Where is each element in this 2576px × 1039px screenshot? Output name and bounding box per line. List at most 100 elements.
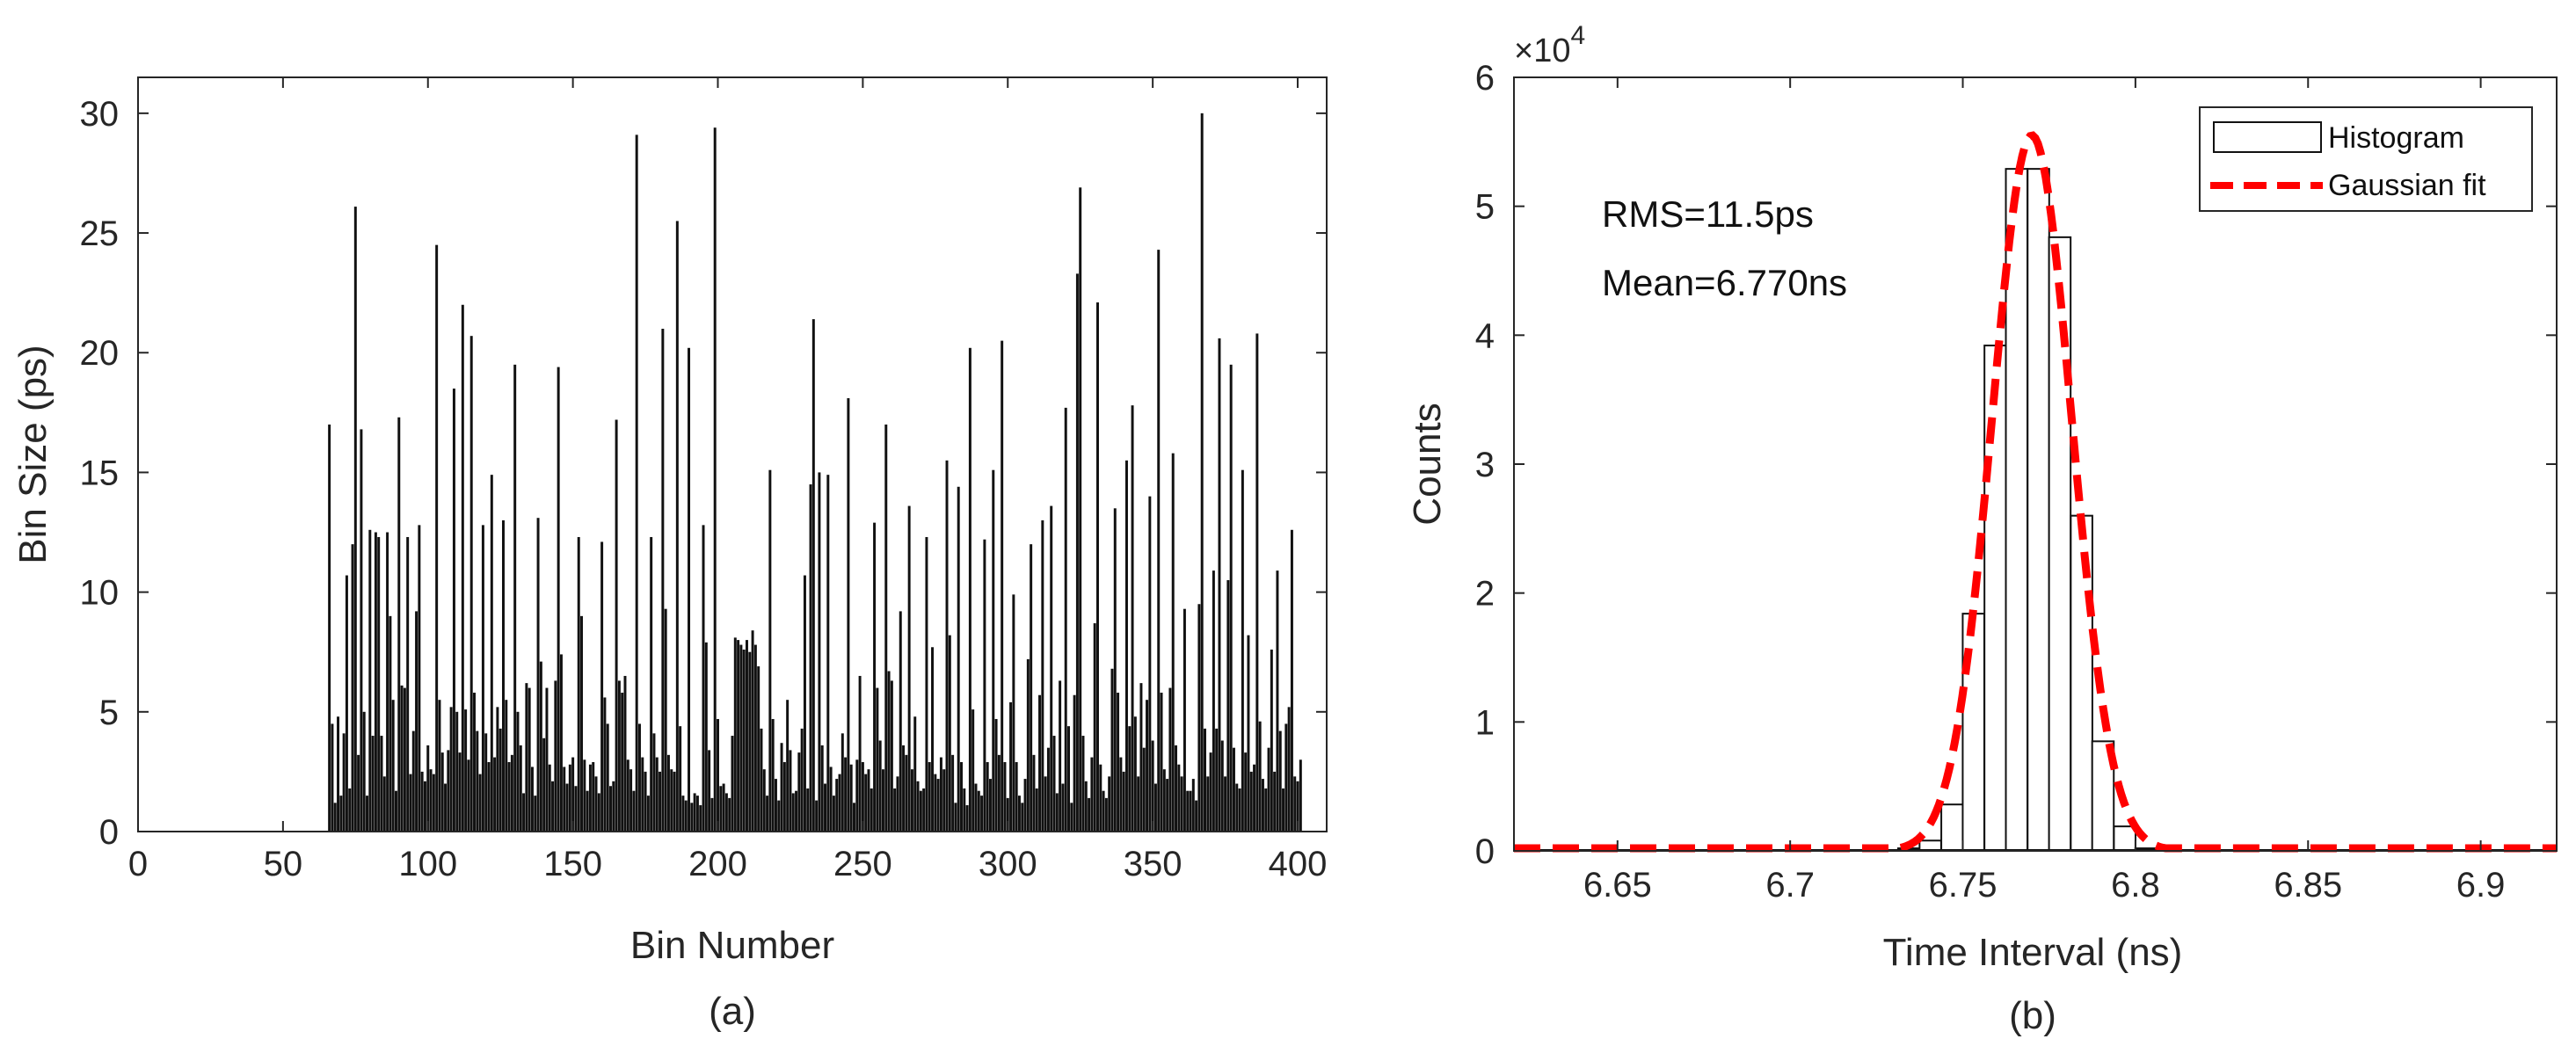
y-tick-label: 25 xyxy=(80,214,120,253)
bin-bar xyxy=(684,800,688,832)
bin-bar xyxy=(922,788,926,832)
bin-bar xyxy=(351,544,354,832)
y-tick-label: 20 xyxy=(80,334,120,373)
bin-bar xyxy=(490,475,493,832)
y-tick-label: 2 xyxy=(1475,575,1495,614)
bin-bar xyxy=(484,733,488,832)
bin-bar xyxy=(1119,757,1123,832)
bin-bar xyxy=(853,803,855,832)
bin-bar xyxy=(760,728,763,832)
bin-bar xyxy=(606,723,609,832)
bin-bar xyxy=(673,771,676,832)
bin-bar xyxy=(881,769,884,832)
bin-bar xyxy=(1151,740,1154,832)
bin-bar xyxy=(1030,544,1033,832)
bin-bar xyxy=(1117,693,1120,832)
bin-bar xyxy=(1064,407,1067,832)
bin-bar xyxy=(670,769,673,832)
bin-bar xyxy=(1215,728,1219,832)
bin-bar xyxy=(1160,693,1163,832)
bin-bar xyxy=(737,640,740,832)
bin-bar xyxy=(954,803,957,832)
bin-bar xyxy=(1278,730,1282,832)
bin-bar xyxy=(768,469,772,832)
bin-bar xyxy=(986,762,989,832)
bin-bar xyxy=(403,687,406,832)
bin-bar xyxy=(397,417,401,832)
bin-bar xyxy=(1206,776,1210,832)
bin-bar xyxy=(415,611,418,832)
bin-bar xyxy=(815,800,819,832)
x-tick-label: 100 xyxy=(398,845,457,883)
bin-bar xyxy=(809,484,812,832)
bin-bar xyxy=(1001,340,1004,832)
bin-bar xyxy=(1166,779,1169,832)
bin-bar xyxy=(1059,680,1062,832)
bin-bar xyxy=(577,536,580,832)
bin-bar xyxy=(420,771,424,832)
bin-bar xyxy=(699,805,702,832)
bin-bar xyxy=(960,762,963,832)
bin-bar xyxy=(655,757,659,832)
bin-bar xyxy=(766,796,769,832)
bin-bar xyxy=(646,796,650,832)
bin-bar xyxy=(476,730,479,832)
bin-bar xyxy=(609,786,612,832)
panel-b-y-axis-label: Counts xyxy=(1406,403,1449,525)
bin-bar xyxy=(368,529,372,832)
bin-bar xyxy=(878,740,882,832)
bin-bar xyxy=(545,687,549,832)
bin-bar xyxy=(1299,759,1302,832)
bin-bar xyxy=(360,429,363,832)
bin-bar xyxy=(554,680,557,832)
bin-bar xyxy=(1108,776,1111,832)
mean-annotation: Mean=6.770ns xyxy=(1602,262,1847,303)
x-tick-label: 150 xyxy=(543,845,602,883)
bin-bar xyxy=(695,796,699,832)
bin-bar xyxy=(458,752,462,832)
legend-histogram-label: Histogram xyxy=(2328,121,2464,155)
bin-bar xyxy=(713,127,717,832)
bin-bar xyxy=(339,796,343,832)
bin-bar xyxy=(739,644,743,832)
bin-bar xyxy=(447,750,450,832)
bin-bar xyxy=(1084,781,1088,832)
bin-bar xyxy=(1200,113,1204,832)
bin-bar xyxy=(1035,788,1038,832)
bin-bar xyxy=(762,769,766,832)
bin-bar xyxy=(534,796,537,832)
bin-bar xyxy=(704,642,708,832)
bin-bar xyxy=(925,536,928,832)
bin-bar xyxy=(1186,790,1190,832)
bin-bar xyxy=(1212,570,1215,832)
y-tick-label: 1 xyxy=(1475,703,1495,742)
bin-bar xyxy=(811,319,815,832)
bin-bar xyxy=(644,771,647,832)
bin-bar xyxy=(371,736,375,832)
bin-bar xyxy=(1023,779,1027,832)
bin-bar xyxy=(493,757,497,832)
bin-bar xyxy=(936,779,940,832)
bin-bar xyxy=(440,752,444,832)
bin-bar xyxy=(902,745,906,832)
bin-bar xyxy=(435,244,439,832)
bin-bar xyxy=(418,525,421,832)
bin-bar xyxy=(1220,740,1224,832)
bin-bar xyxy=(510,754,513,832)
bin-bar xyxy=(603,697,607,832)
bin-bar xyxy=(1096,302,1099,832)
bin-bar xyxy=(919,790,922,832)
bin-bar xyxy=(337,716,340,832)
bin-bar xyxy=(394,790,397,832)
rms-annotation: RMS=11.5ps xyxy=(1602,193,1814,235)
bin-bar xyxy=(406,536,410,832)
bin-bar xyxy=(632,790,636,832)
bin-bar xyxy=(905,754,908,832)
bin-bar xyxy=(507,762,511,832)
bin-bar xyxy=(1284,723,1288,832)
bin-bar xyxy=(1067,726,1071,832)
bin-bar xyxy=(551,781,555,832)
bin-bar xyxy=(899,611,902,832)
bin-bar xyxy=(1171,453,1175,832)
bin-bar xyxy=(615,419,618,832)
